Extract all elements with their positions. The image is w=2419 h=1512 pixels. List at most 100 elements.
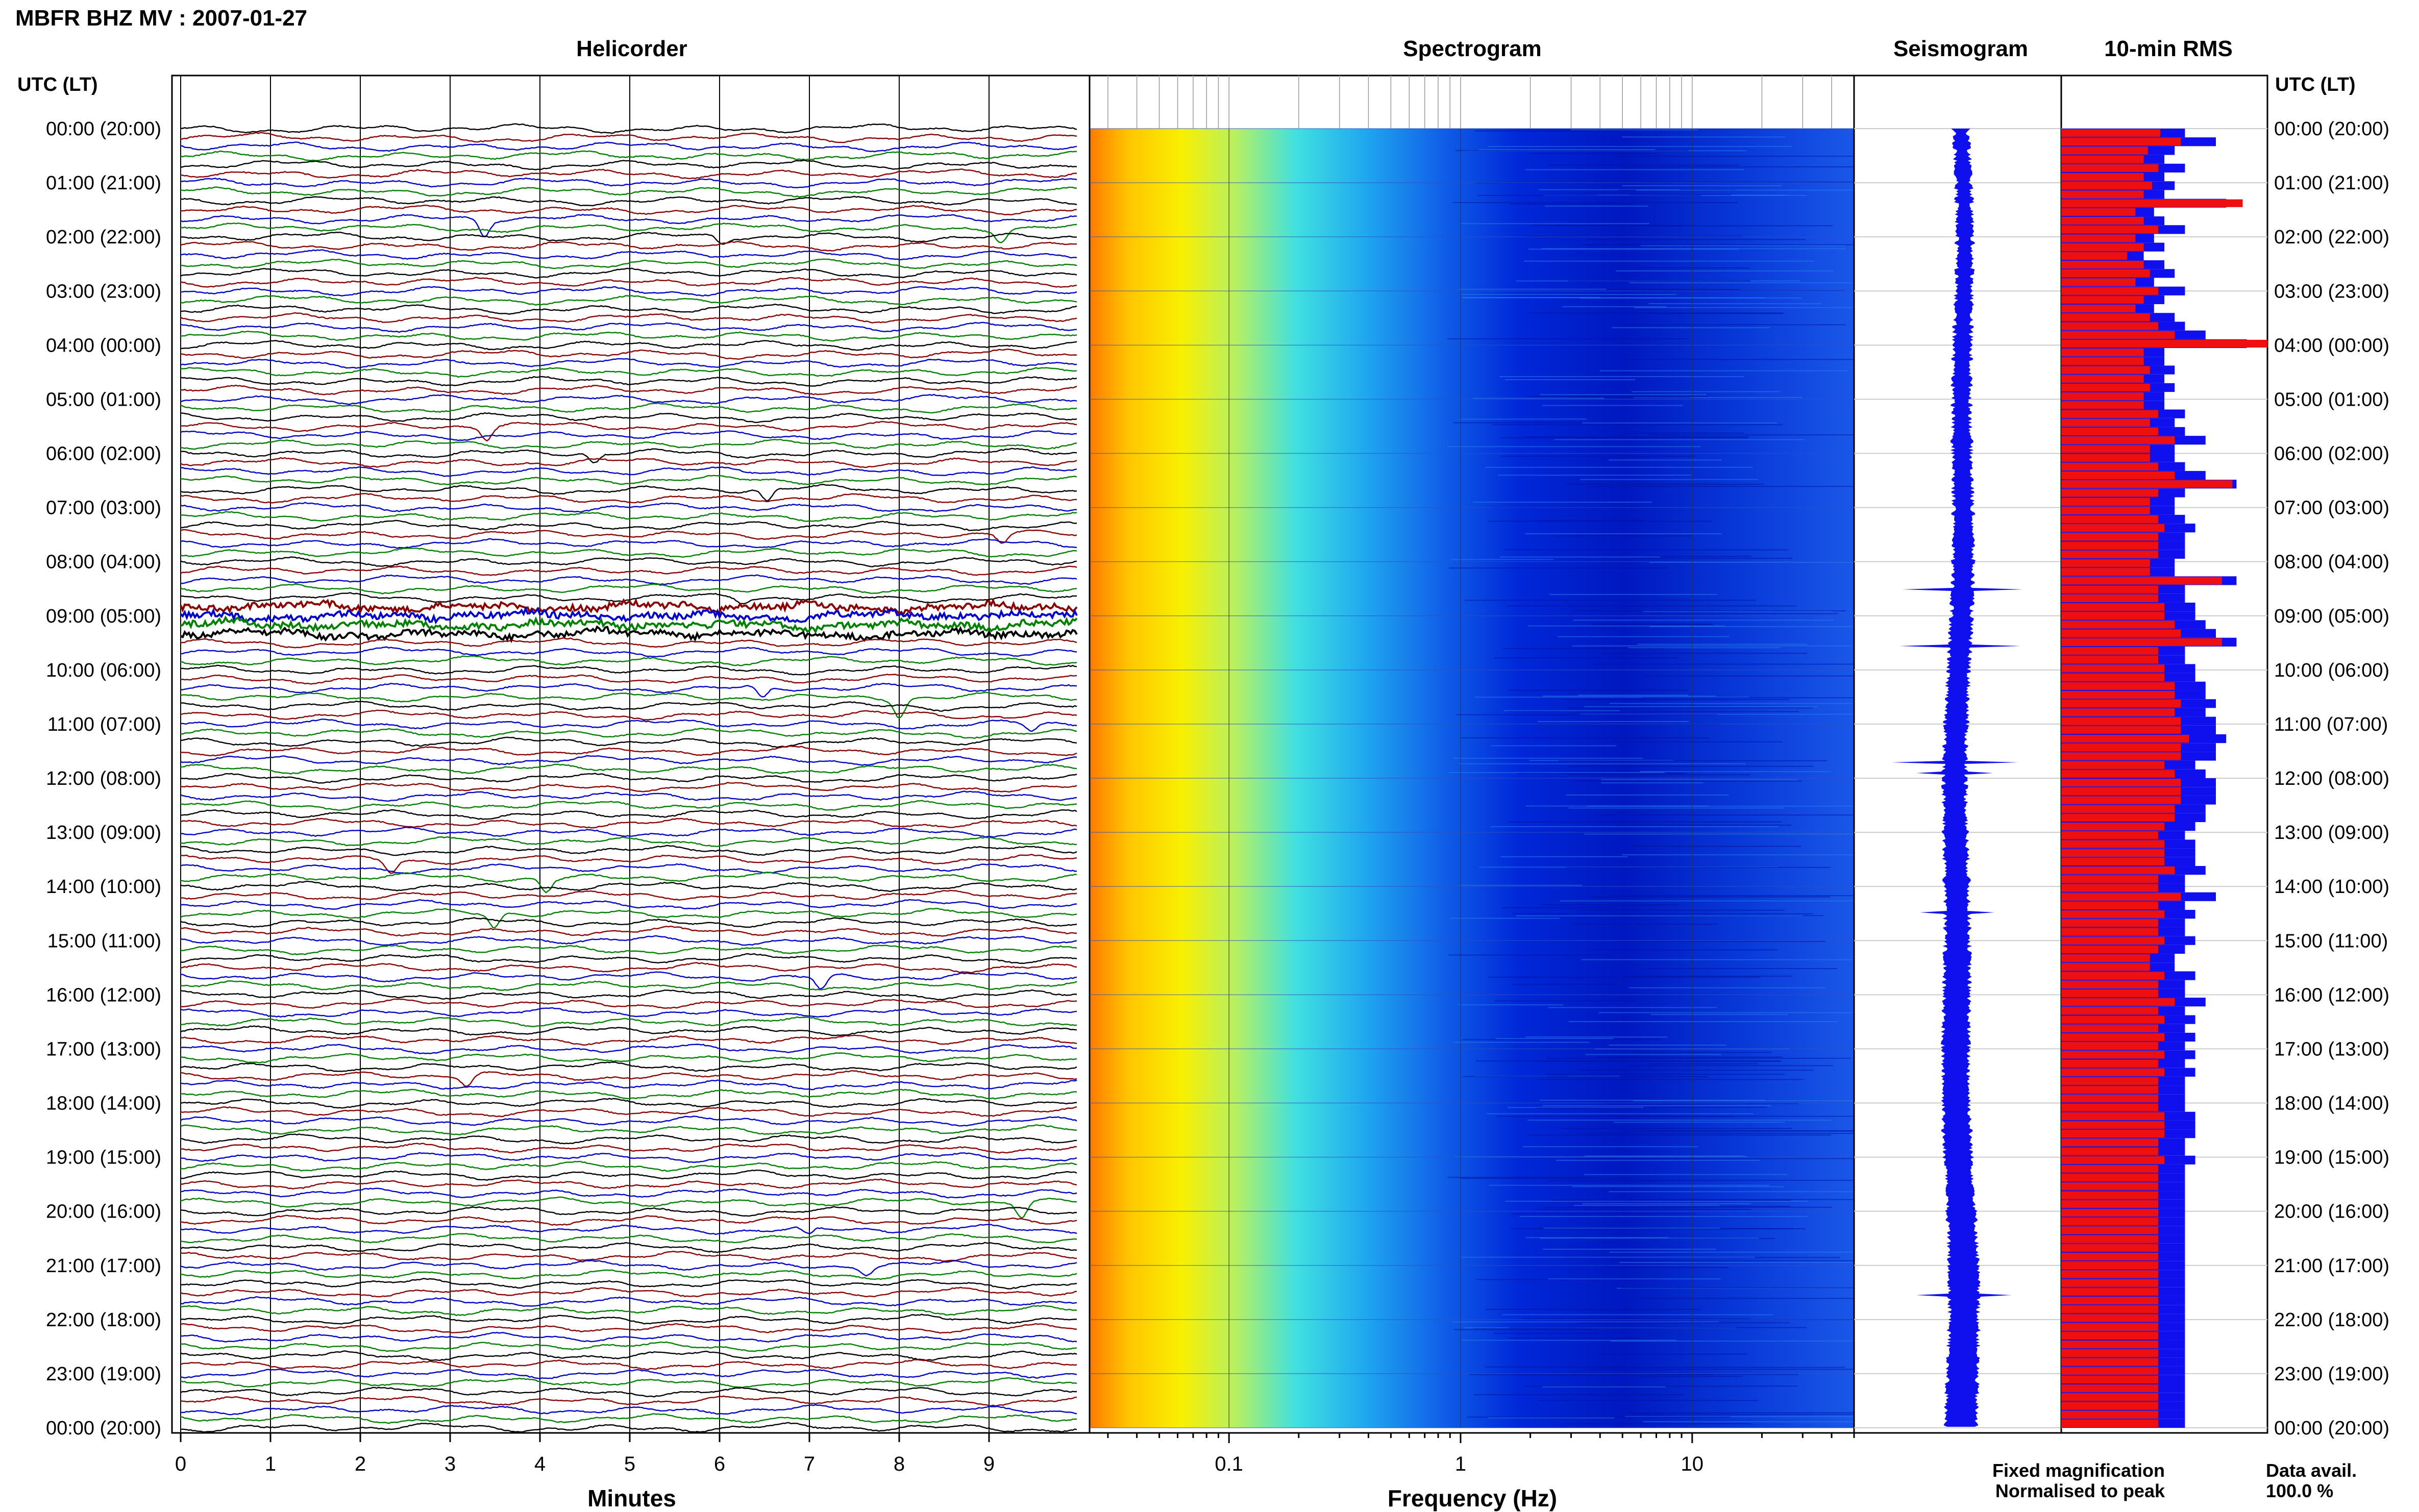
spectrogram-stripe — [1648, 1228, 1806, 1229]
spectrogram-stripe — [1467, 1417, 1731, 1418]
helicorder-trace — [180, 159, 1077, 170]
time-label-left: 10:00 (06:00) — [46, 660, 161, 681]
spectrogram-stripe — [1448, 567, 1668, 569]
rms-bar-normalised — [2061, 682, 2175, 690]
rms-bar-normalised — [2061, 489, 2158, 497]
helicorder-tick-label: 7 — [804, 1453, 815, 1475]
helicorder-trace — [180, 430, 1077, 441]
time-label-right: 11:00 (07:00) — [2274, 714, 2388, 735]
spectrogram-stripe — [1620, 1116, 1855, 1117]
helicorder-trace — [180, 1007, 1077, 1018]
helicorder-trace — [180, 971, 1077, 990]
spectrogram-stripe — [1601, 779, 1797, 780]
rms-bar-normalised — [2061, 234, 2136, 242]
helicorder-trace — [180, 393, 1077, 405]
time-label-right: 03:00 (23:00) — [2274, 281, 2389, 302]
helicorder-trace — [180, 845, 1077, 856]
spectrogram-stripe — [1582, 422, 1778, 424]
helicorder-trace — [180, 880, 1077, 893]
time-label-left: 01:00 (21:00) — [46, 172, 161, 194]
spectrogram-stripe — [1524, 260, 1814, 262]
spectrogram-stripe — [1637, 1298, 1903, 1299]
spectrogram-stripe — [1451, 559, 1554, 560]
rms-bar-normalised — [2061, 1340, 2158, 1349]
helicorder-trace — [180, 1034, 1077, 1046]
helicorder-trace — [180, 402, 1077, 414]
rms-bar-normalised — [2061, 164, 2158, 172]
rms-bar-normalised — [2061, 243, 2144, 251]
rms-bar-normalised — [2061, 1138, 2158, 1147]
spectrogram-stripe — [1626, 359, 1868, 360]
rms-bar-normalised — [2061, 910, 2164, 919]
rms-bar-normalised — [2061, 568, 2150, 576]
helicorder-trace — [180, 177, 1077, 189]
helicorder-trace — [180, 475, 1077, 486]
spectrogram-stripe — [1609, 703, 1855, 704]
helicorder-trace — [180, 294, 1077, 306]
rms-bar-normalised — [2061, 901, 2158, 910]
helicorder-tick-label: 4 — [534, 1453, 546, 1475]
spectrogram-stripe — [1629, 282, 1919, 284]
rms-bar-normalised — [2061, 761, 2164, 769]
rms-bar-normalised — [2061, 1384, 2158, 1393]
spectrogram-stripe — [1547, 1076, 1708, 1077]
rms-bar-normalised — [2061, 945, 2158, 954]
helicorder-trace — [180, 502, 1077, 513]
seismogram-heading: Seismogram — [1893, 36, 2028, 61]
spectrogram-stripe — [1540, 1237, 1759, 1239]
helicorder-trace — [180, 1413, 1077, 1424]
time-label-left: 02:00 (22:00) — [46, 227, 161, 248]
helicorder-trace — [180, 1079, 1077, 1090]
helicorder-tick-label: 0 — [175, 1453, 186, 1475]
helicorder-trace — [180, 782, 1077, 793]
spectrogram-stripe — [1497, 475, 1692, 476]
spectrogram-stripe — [1588, 486, 1893, 487]
rms-bar-normalised — [2061, 305, 2136, 313]
time-label-right: 04:00 (00:00) — [2274, 335, 2389, 356]
helicorder-trace — [180, 492, 1077, 504]
helicorder-trace — [180, 1286, 1077, 1298]
spectrogram-stripe — [1580, 479, 1759, 480]
spectrogram-stripe — [1448, 954, 1611, 956]
rms-bar-normalised — [2061, 612, 2164, 620]
rms-bar-normalised — [2061, 541, 2158, 550]
spectrogram-stripe — [1523, 1385, 1798, 1387]
spectrogram-stripe — [1501, 456, 1695, 457]
helicorder-trace — [180, 1350, 1077, 1361]
spectrogram-stripe — [1637, 643, 1807, 645]
helicorder-trace — [180, 141, 1077, 153]
helicorder-trace — [180, 598, 1078, 617]
spectrogram-stripe — [1502, 1314, 1774, 1316]
spectrogram-stripe — [1537, 721, 1689, 723]
spectrogram-stripe — [1643, 675, 1907, 677]
helicorder-trace — [181, 466, 1077, 477]
spectrogram-stripe — [1459, 884, 1583, 886]
rms-bar-normalised — [2061, 1375, 2158, 1383]
spectrogram-stripe — [1539, 189, 1680, 190]
spectrogram-stripe — [1565, 483, 1764, 485]
spectrogram-stripe — [1574, 1205, 1720, 1206]
helicorder-trace — [180, 1233, 1077, 1244]
helicorder-trace — [180, 637, 1077, 649]
rms-bar-normalised — [2061, 313, 2150, 321]
spectrogram-stripe — [1612, 327, 1770, 329]
rms-bar-normalised — [2061, 1033, 2164, 1042]
spectrogram-stripe — [1525, 805, 1709, 807]
spectrogram-stripe — [1487, 1417, 1615, 1419]
rms-bar-normalised — [2061, 138, 2181, 146]
spectrogram-stripe — [1486, 1113, 1754, 1114]
spectrogram-stripe — [1637, 711, 1799, 712]
spectrogram-stripe — [1614, 824, 1791, 826]
rms-bar-normalised — [2061, 813, 2175, 822]
helicorder-trace — [180, 195, 1077, 207]
time-label-left: 23:00 (19:00) — [46, 1364, 161, 1385]
helicorder-trace — [180, 1296, 1077, 1307]
rms-bar-normalised — [2061, 884, 2158, 892]
helicorder-tick-label: 3 — [445, 1453, 456, 1475]
rms-bar-normalised — [2061, 1252, 2158, 1261]
spectrogram-stripe — [1495, 1038, 1614, 1039]
spectrogram-stripe — [1580, 713, 1864, 715]
rms-bar-normalised — [2061, 1261, 2158, 1270]
spectrogram-stripe — [1500, 437, 1747, 438]
spectrogram-stripe — [1491, 745, 1617, 747]
